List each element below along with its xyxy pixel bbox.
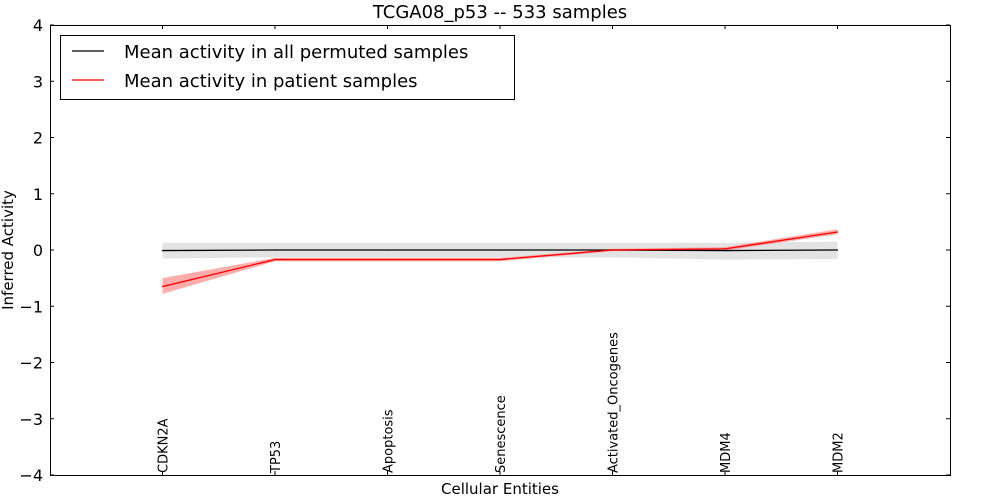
data-point: [724, 248, 726, 250]
x-tick-label: MDM2: [832, 432, 847, 473]
data-point: [386, 249, 389, 251]
chart-title: TCGA08_p53 -- 533 samples: [372, 2, 627, 23]
data-point: [161, 249, 164, 252]
x-axis-label: Cellular Entities: [441, 480, 559, 498]
x-tick-label: MDM4: [719, 432, 734, 473]
data-point: [611, 249, 614, 251]
data-point: [724, 249, 726, 252]
data-point: [836, 231, 839, 233]
x-tick-label: CDKN2A: [157, 418, 172, 473]
y-tick-label: 4: [33, 16, 43, 35]
y-tick-label: 2: [33, 129, 43, 148]
legend-label-patient: Mean activity in patient samples: [124, 71, 418, 92]
y-tick-label: 0: [33, 241, 43, 260]
x-tick-label: Activated_Oncogenes: [607, 332, 622, 473]
y-tick-label: 3: [33, 72, 43, 91]
y-tick-label: −1: [19, 297, 43, 316]
data-point: [274, 249, 276, 251]
y-tick-label: −4: [19, 466, 43, 485]
data-point: [499, 249, 501, 251]
x-tick-label: Senescence: [494, 395, 509, 473]
data-point: [836, 249, 839, 251]
confidence-band-1: [162, 229, 838, 294]
legend-label-permuted: Mean activity in all permuted samples: [124, 42, 468, 63]
data-point: [386, 258, 389, 261]
y-axis-label: Inferred Activity: [0, 190, 17, 310]
y-tick-label: −3: [19, 410, 43, 429]
x-tick-label: TP53: [269, 441, 284, 474]
y-tick-label: 1: [33, 185, 43, 204]
data-point: [499, 258, 501, 261]
data-point: [274, 258, 276, 261]
plot-frame: [50, 25, 951, 476]
x-tick-label: Apoptosis: [382, 409, 397, 473]
legend: Mean activity in all permuted samples Me…: [60, 35, 515, 100]
legend-box: [60, 35, 515, 100]
y-tick-label: −2: [19, 354, 43, 373]
data-point: [161, 285, 164, 288]
